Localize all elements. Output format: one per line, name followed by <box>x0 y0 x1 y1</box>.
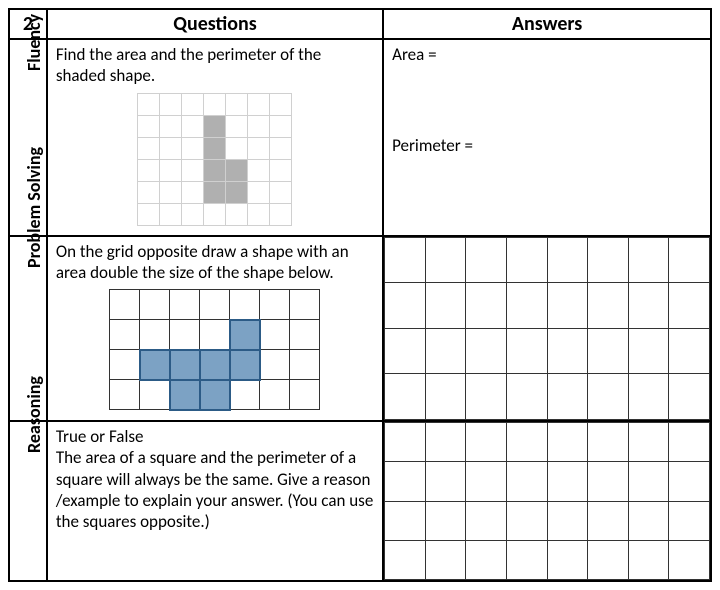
problem-solving-row: Problem Solving On the grid opposite dra… <box>9 236 711 421</box>
problem-solving-answer-cell <box>383 236 711 421</box>
fluency-question: Find the area and the perimeter of the s… <box>56 44 321 86</box>
reasoning-question: True or False The area of a square and t… <box>56 426 373 532</box>
reasoning-row: Reasoning True or False The area of a sq… <box>9 421 711 581</box>
problem-solving-grid <box>109 289 320 411</box>
fluency-label: Fluency <box>23 39 45 71</box>
fluency-grid <box>137 93 292 226</box>
reasoning-answer-cell <box>383 421 711 581</box>
reasoning-label-cell: Reasoning <box>9 421 47 581</box>
questions-header: Questions <box>47 9 383 39</box>
fluency-question-cell: Find the area and the perimeter of the s… <box>47 39 383 236</box>
fluency-answer-cell: Area = Perimeter = <box>383 39 711 236</box>
perimeter-label: Perimeter = <box>392 135 702 156</box>
fluency-figure <box>56 93 374 231</box>
problem-solving-question: On the grid opposite draw a shape with a… <box>56 241 349 283</box>
problem-solving-answer-grid[interactable] <box>384 237 710 420</box>
problem-solving-figure <box>56 289 374 416</box>
answers-header: Answers <box>383 9 711 39</box>
fluency-row: Fluency Find the area and the perimeter … <box>9 39 711 236</box>
problem-solving-label: Problem Solving <box>23 236 45 268</box>
problem-solving-question-cell: On the grid opposite draw a shape with a… <box>47 236 383 421</box>
header-row: 2 Questions Answers <box>9 9 711 39</box>
worksheet-table: 2 Questions Answers Fluency Find the are… <box>8 8 712 582</box>
reasoning-label: Reasoning <box>23 421 45 453</box>
reasoning-question-cell: True or False The area of a square and t… <box>47 421 383 581</box>
area-label: Area = <box>392 44 702 65</box>
reasoning-answer-grid[interactable] <box>384 422 710 580</box>
